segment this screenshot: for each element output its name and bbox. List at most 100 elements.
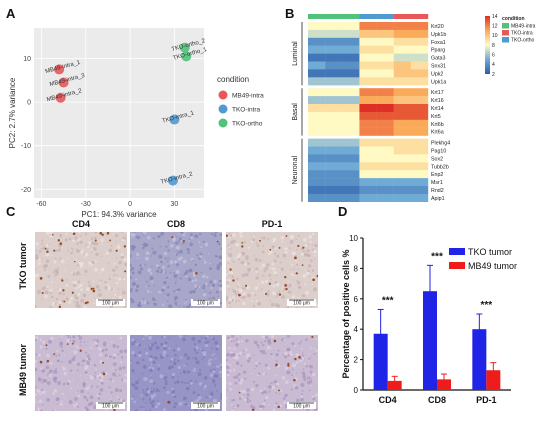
- micrograph-nucleus: [54, 380, 57, 383]
- heatmap-cell: [342, 186, 360, 195]
- micrograph-nucleus: [279, 269, 281, 271]
- micrograph-nucleus: [137, 270, 142, 275]
- micrograph-nucleus: [200, 348, 203, 351]
- micrograph-nucleus: [232, 289, 237, 294]
- micrograph-nucleus: [275, 374, 278, 377]
- micrograph-nucleus: [231, 275, 234, 278]
- micrograph-nucleus: [264, 266, 268, 271]
- micrograph-nucleus: [278, 290, 281, 293]
- heatmap-cell: [342, 193, 360, 202]
- micrograph-positive-cell: [278, 247, 281, 249]
- micrograph-nucleus: [232, 376, 236, 379]
- micrograph-positive-cell: [90, 287, 93, 291]
- micrograph-nucleus: [140, 394, 143, 397]
- micrograph-nucleus: [228, 272, 231, 275]
- micrograph-nucleus: [93, 363, 97, 367]
- micrograph-nucleus: [175, 279, 177, 281]
- micrograph-nucleus: [49, 234, 52, 236]
- panel-label-a: A: [6, 6, 16, 21]
- micrograph-nucleus: [44, 294, 48, 298]
- micrograph-nucleus: [123, 305, 126, 308]
- micrograph-nucleus: [203, 258, 205, 261]
- micrograph-positive-cell: [245, 284, 248, 287]
- micrograph-nucleus: [40, 367, 43, 370]
- micrograph-nucleus: [301, 347, 304, 350]
- micrograph-nucleus: [219, 363, 222, 366]
- micrograph-nucleus: [286, 335, 290, 338]
- micrograph-nucleus: [148, 284, 150, 287]
- micrograph-nucleus: [79, 283, 83, 288]
- heatmap-colorbar-tick: 12: [492, 23, 498, 29]
- heatmap-cell: [342, 104, 360, 113]
- micrograph-nucleus: [175, 290, 178, 293]
- micrograph-nucleus: [209, 369, 213, 372]
- micrograph-nucleus: [245, 255, 249, 259]
- heatmap-cell: [410, 88, 429, 97]
- micrograph-nucleus: [135, 288, 139, 292]
- pca-point: [167, 175, 178, 186]
- micrograph-nucleus: [79, 344, 82, 347]
- heatmap-cell: [308, 37, 326, 46]
- micrograph-nucleus: [188, 404, 190, 407]
- micrograph-nucleus: [227, 295, 230, 297]
- micrograph-nucleus: [257, 372, 261, 376]
- heatmap-cell: [393, 193, 412, 202]
- heatmap-cell: [393, 127, 412, 136]
- heatmap-cell: [393, 178, 412, 187]
- micrograph-nucleus: [72, 372, 75, 374]
- micrograph-nucleus: [159, 245, 162, 248]
- micrograph-nucleus: [260, 236, 263, 239]
- micrograph-nucleus: [242, 389, 246, 394]
- micrograph-nucleus: [197, 339, 202, 344]
- heatmap-row-label: Upk2: [431, 71, 443, 77]
- micrograph-nucleus: [201, 358, 203, 361]
- micrograph-nucleus: [79, 234, 82, 237]
- micrograph-nucleus: [258, 259, 262, 262]
- micrograph-nucleus: [216, 344, 220, 348]
- micrograph-nucleus: [193, 347, 197, 351]
- micrograph-nucleus: [228, 369, 232, 373]
- micrograph-nucleus: [169, 360, 172, 363]
- micrograph-nucleus: [214, 383, 217, 386]
- micrograph-nucleus: [79, 273, 81, 276]
- micrograph-nucleus: [176, 347, 181, 351]
- micrograph-nucleus: [220, 247, 222, 250]
- micrograph-row-tko: TKO tumor: [18, 242, 28, 289]
- scale-bar-box: [191, 299, 220, 306]
- micrograph-nucleus: [228, 382, 232, 386]
- micrograph-positive-cell: [264, 292, 267, 295]
- micrograph-nucleus: [164, 382, 168, 386]
- micrograph-nucleus: [166, 260, 169, 263]
- micrograph-nucleus: [131, 368, 135, 372]
- micrograph-nucleus: [193, 350, 196, 352]
- micrograph-nucleus: [164, 379, 168, 383]
- micrograph-nucleus: [109, 378, 112, 381]
- heatmap-cell: [308, 178, 326, 187]
- micrograph-nucleus: [295, 306, 299, 308]
- heatmap-row-label: Upk1b: [431, 32, 446, 38]
- micrograph-positive-cell: [216, 240, 219, 243]
- micrograph-nucleus: [136, 361, 140, 365]
- heatmap-cell: [342, 53, 360, 62]
- micrograph-nucleus: [120, 255, 124, 259]
- micrograph-nucleus: [232, 353, 236, 357]
- micrograph-nucleus: [226, 257, 231, 262]
- micrograph-nucleus: [272, 408, 276, 411]
- heatmap-row-label: Krt6a: [431, 130, 444, 136]
- micrograph-nucleus: [218, 262, 222, 266]
- micrograph-nucleus: [167, 365, 172, 370]
- significance-marker: ***: [480, 300, 492, 311]
- heatmap-cell: [359, 146, 377, 155]
- micrograph-nucleus: [163, 408, 167, 411]
- heatmap-cell: [359, 127, 377, 136]
- micrograph-nucleus: [78, 336, 83, 340]
- micrograph-nucleus: [101, 255, 103, 257]
- heatmap-cell: [359, 162, 377, 171]
- micrograph-positive-cell: [113, 408, 116, 411]
- micrograph-nucleus: [197, 395, 202, 400]
- micrograph-positive-cell: [84, 301, 88, 305]
- heatmap-cell: [376, 29, 394, 38]
- micrograph-nucleus: [229, 353, 234, 357]
- heatmap-cell: [393, 69, 412, 78]
